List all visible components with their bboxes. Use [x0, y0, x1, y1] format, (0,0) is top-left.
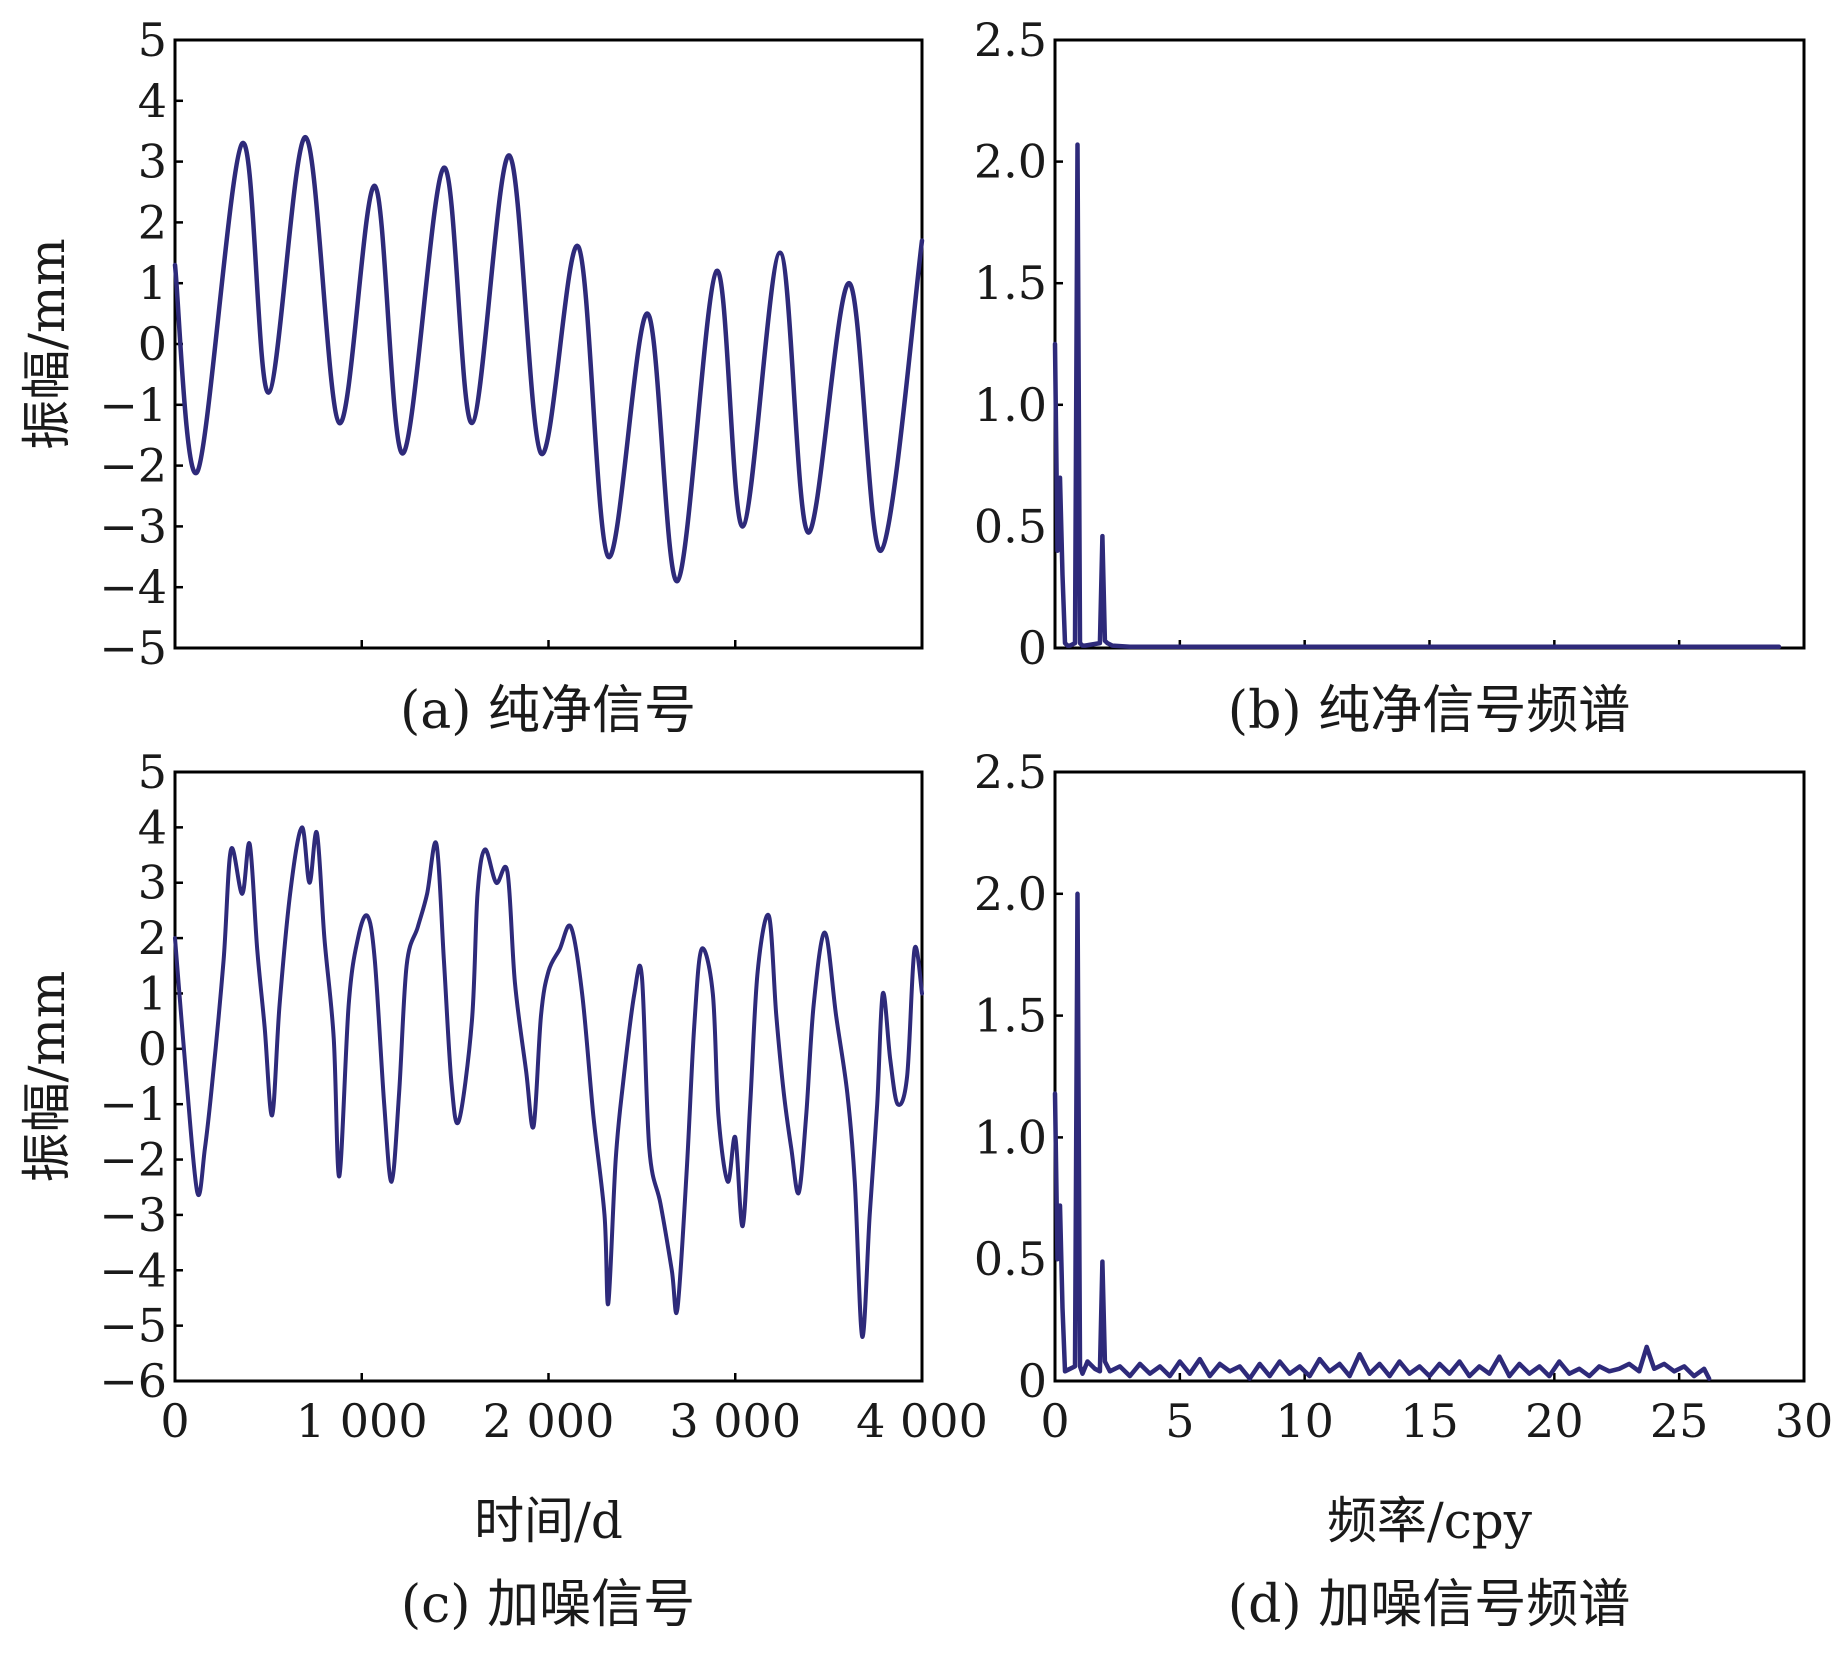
x-tick-label: 3 000: [669, 1394, 801, 1448]
series-line-c-0: [173, 825, 924, 1339]
y-tick-label: −2: [99, 1133, 167, 1187]
series-line-b-0: [1052, 142, 1782, 650]
x-tick-label: 5: [1165, 1394, 1194, 1448]
y-tick-label: 1.0: [974, 378, 1047, 432]
y-tick-label: 3: [138, 856, 167, 910]
y-axis-title: 振幅/mm: [18, 971, 76, 1183]
plot-frame: [1053, 38, 1806, 650]
panel-caption: (d) 加噪信号频谱: [1228, 1575, 1630, 1635]
plot-frame: [173, 38, 924, 650]
y-tick-label: 4: [138, 74, 167, 128]
y-tick-label: 1.0: [974, 1110, 1047, 1164]
y-tick-label: 2.0: [974, 867, 1047, 921]
chart-panel-b: 2.5 2.0 1.5 1.0 0.5 0 (b) 纯净信号频谱: [974, 13, 1806, 741]
x-tick-label: 30: [1775, 1394, 1834, 1448]
y-tick-label: −3: [99, 1188, 167, 1242]
x-tick-label: 10: [1275, 1394, 1334, 1448]
panel-caption: (b) 纯净信号频谱: [1228, 681, 1630, 741]
y-tick-label: −3: [99, 499, 167, 553]
y-tick-label: −4: [99, 1243, 167, 1297]
y-tick-label: 0.5: [974, 499, 1047, 553]
x-tick-label: 0: [1040, 1394, 1069, 1448]
y-tick-label: 2.5: [974, 13, 1047, 67]
chart-panel-d: 2.5 2.0 1.5 1.0 0.5 00 5 10 15 20 25 30 频率/cpy (d) 加噪…: [974, 745, 1833, 1635]
y-tick-label: −6: [99, 1354, 167, 1408]
x-axis-title: 频率/cpy: [1327, 1492, 1533, 1550]
y-tick-label: 2.0: [974, 135, 1047, 189]
plot-frame: [1053, 770, 1806, 1383]
y-tick-label: 1: [138, 256, 167, 310]
x-tick-label: 0: [160, 1394, 189, 1448]
chart-panel-a: 5 4 3 2 1 0 −1 −2 −3 −4 −5 振幅/mm (a) 纯净信号: [18, 13, 925, 741]
y-tick-label: 0: [1018, 621, 1047, 675]
y-tick-label: 3: [138, 135, 167, 189]
x-tick-label: 4 000: [856, 1394, 988, 1448]
y-tick-label: −2: [99, 439, 167, 493]
x-axis-title: 时间/d: [474, 1492, 623, 1550]
y-tick-label: 2: [138, 195, 167, 249]
series-line-d-0: [1052, 891, 1712, 1381]
x-tick-label: 1 000: [296, 1394, 428, 1448]
x-tick-label: 15: [1400, 1394, 1459, 1448]
y-tick-label: 1: [138, 966, 167, 1020]
series-line-a-0: [172, 135, 925, 584]
y-tick-label: −4: [99, 560, 167, 614]
y-tick-label: 1.5: [974, 989, 1047, 1043]
y-tick-label: 0: [1018, 1354, 1047, 1408]
y-axis-title: 振幅/mm: [18, 238, 76, 450]
y-tick-label: −5: [99, 1299, 167, 1353]
y-tick-label: 1.5: [974, 256, 1047, 310]
y-tick-label: −1: [99, 378, 167, 432]
y-tick-label: 2: [138, 911, 167, 965]
x-tick-label: 2 000: [483, 1394, 615, 1448]
y-tick-label: 0.5: [974, 1232, 1047, 1286]
y-tick-label: 5: [138, 13, 167, 67]
y-tick-label: 4: [138, 800, 167, 854]
y-tick-label: −1: [99, 1077, 167, 1131]
y-tick-label: 0: [138, 317, 167, 371]
y-tick-label: 2.5: [974, 745, 1047, 799]
y-tick-label: −5: [99, 621, 167, 675]
x-tick-label: 20: [1525, 1394, 1584, 1448]
y-tick-label: 5: [138, 745, 167, 799]
y-tick-label: 0: [138, 1022, 167, 1076]
panel-caption: (c) 加噪信号: [401, 1575, 695, 1635]
x-tick-label: 25: [1650, 1394, 1709, 1448]
panel-caption: (a) 纯净信号: [400, 681, 696, 741]
